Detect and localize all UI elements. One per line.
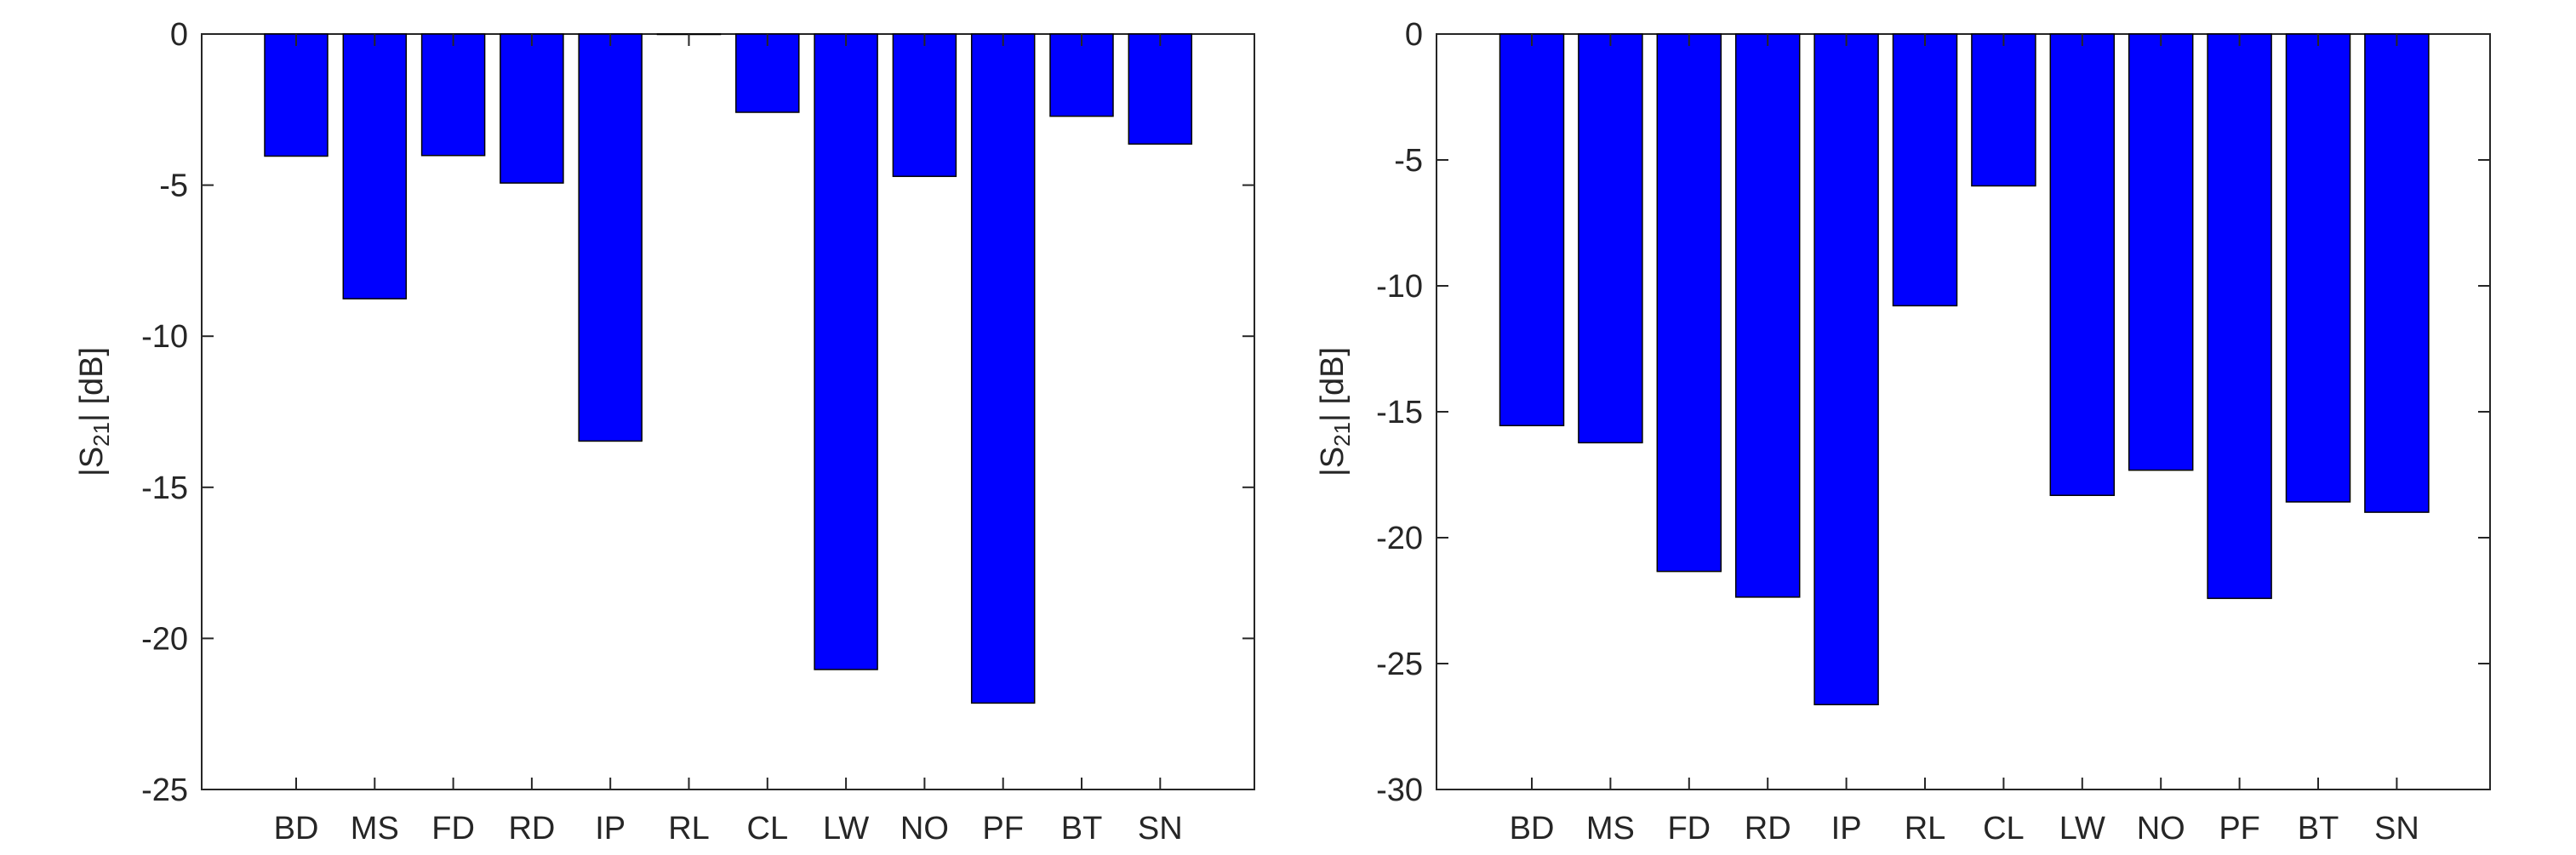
bar-ip: [578, 33, 643, 442]
bar-ms: [1578, 33, 1643, 444]
bar-pf: [2207, 33, 2272, 600]
x-tick-label: BT: [2298, 811, 2339, 846]
x-tick-label: PF: [982, 811, 1024, 846]
x-tick-label: RD: [508, 811, 555, 846]
y-tick-label: 0: [1405, 17, 1423, 53]
bar-cl: [1971, 33, 2036, 187]
x-tick-label: CL: [747, 811, 789, 846]
y-axis-label-post: | [dB]: [1315, 347, 1351, 422]
y-axis-label: |S21| [dB]: [74, 347, 114, 476]
bar-lw: [2049, 33, 2116, 497]
bar-ms: [342, 33, 408, 299]
bar-fd: [1656, 33, 1722, 573]
x-tick-label: BT: [1061, 811, 1103, 846]
y-axis-label: |S21| [dB]: [1315, 347, 1355, 476]
bar-bt: [2285, 33, 2351, 503]
y-axis-label-pre: |S: [1315, 447, 1351, 476]
y-axis-label-sub: 21: [1329, 422, 1355, 447]
bar-lw: [814, 33, 878, 670]
x-tick-label: LW: [2059, 811, 2105, 846]
x-tick-label: NO: [900, 811, 949, 846]
y-tick-label: -25: [141, 772, 188, 808]
bar-ip: [1813, 33, 1879, 705]
x-tick-label: BD: [274, 811, 319, 846]
bar-fd: [420, 33, 486, 157]
bar-cl: [735, 33, 800, 113]
x-tick-label: RL: [1905, 811, 1946, 846]
bar-bd: [264, 33, 328, 157]
chart-left: BD MS FD RD IP RL CL LW NO PF BT SN 0 -5 -10 -15 -20 -25 |…: [74, 17, 1255, 846]
x-tick-label: FD: [431, 811, 475, 846]
x-tick-label: SN: [1138, 811, 1183, 846]
bar-bd: [1499, 33, 1565, 427]
x-tick-label: NO: [2137, 811, 2185, 846]
x-tick-label: PF: [2219, 811, 2260, 846]
y-axis-label-post: | [dB]: [74, 347, 110, 422]
bar-rd: [500, 33, 564, 184]
y-axis-label-pre: |S: [74, 447, 110, 476]
y-tick-label: -5: [1394, 143, 1423, 179]
x-tick-label: BD: [1510, 811, 1555, 846]
bar-bt: [1049, 33, 1114, 117]
bar-pf: [970, 33, 1036, 704]
x-tick-label: SN: [2374, 811, 2419, 846]
bar-no: [892, 33, 957, 178]
x-tick-label: IP: [1831, 811, 1862, 846]
y-tick-label: -15: [1376, 395, 1423, 430]
x-tick-label: IP: [595, 811, 625, 846]
y-tick-label: -25: [1376, 647, 1423, 682]
x-tick-label: FD: [1667, 811, 1711, 846]
x-tick-label: RL: [668, 811, 710, 846]
bar-no: [2128, 33, 2194, 471]
bar-sn: [1128, 33, 1193, 145]
chart-right: BD MS FD RD IP RL CL LW NO PF BT SN 0 -5 -10 -15 -20 -25 -…: [1315, 17, 2491, 846]
y-tick-label: -15: [141, 470, 188, 506]
y-tick-label: -20: [141, 621, 188, 657]
bar-rl: [1892, 33, 1958, 307]
y-tick-label: -5: [159, 168, 188, 204]
x-tick-label: LW: [823, 811, 869, 846]
x-tick-label: MS: [1586, 811, 1635, 846]
y-tick-label: 0: [170, 17, 188, 53]
x-tick-label: CL: [1983, 811, 2025, 846]
bar-sn: [2364, 33, 2430, 513]
axes-box: [201, 33, 1255, 790]
y-tick-label: -20: [1376, 521, 1423, 556]
x-tick-label: MS: [351, 811, 399, 846]
y-tick-label: -30: [1376, 772, 1423, 808]
x-tick-label: RD: [1745, 811, 1791, 846]
y-axis-label-sub: 21: [89, 422, 114, 447]
y-tick-label: -10: [1376, 269, 1423, 305]
bar-rd: [1734, 33, 1801, 598]
y-tick-label: -10: [141, 319, 188, 355]
